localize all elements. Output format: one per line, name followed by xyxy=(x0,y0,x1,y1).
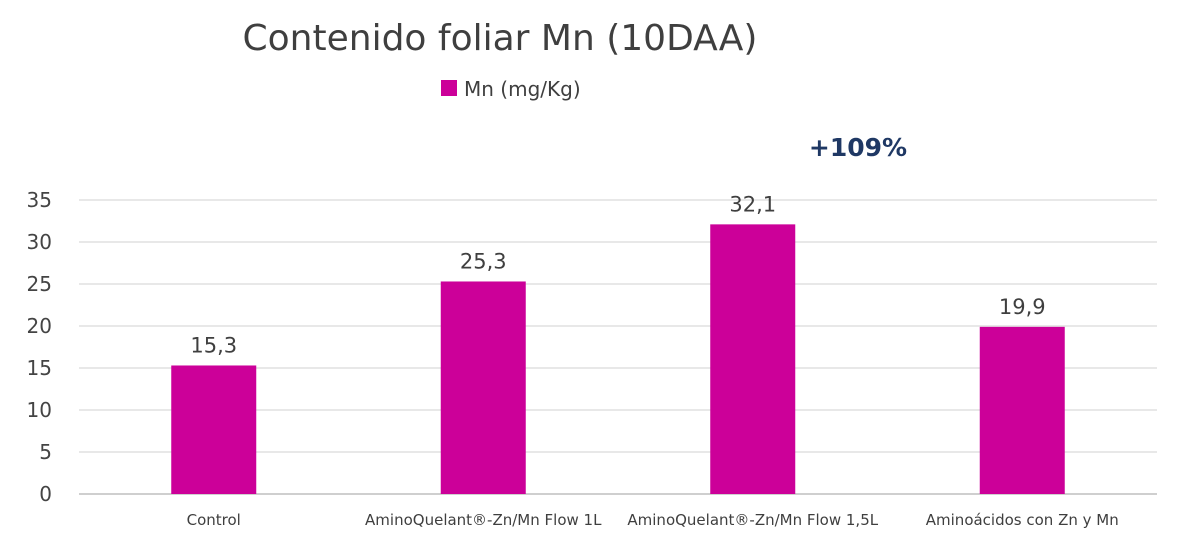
x-tick-label: Control xyxy=(187,511,241,529)
y-tick-label: 30 xyxy=(27,230,52,254)
x-axis-ticks: Control AminoQuelant®-Zn/Mn Flow 1L AminoQ… xyxy=(187,511,1119,529)
data-label: 25,3 xyxy=(460,249,507,273)
data-label: 15,3 xyxy=(190,333,237,357)
bar xyxy=(710,224,796,495)
y-tick-label: 35 xyxy=(27,188,52,212)
y-tick-label: 20 xyxy=(27,314,52,338)
y-tick-label: 15 xyxy=(27,356,52,380)
bar xyxy=(440,281,526,494)
y-tick-label: 5 xyxy=(39,440,52,464)
data-label: 32,1 xyxy=(729,192,776,216)
y-tick-label: 25 xyxy=(27,272,52,296)
increase-annotation: +109% xyxy=(809,133,907,162)
data-label: 19,9 xyxy=(999,295,1046,319)
legend-swatch xyxy=(441,80,457,96)
y-axis-ticks: 0 5 10 15 20 25 30 35 xyxy=(27,188,52,506)
bars: 15,3 25,3 32,1 19,9 xyxy=(171,192,1065,495)
y-tick-label: 0 xyxy=(39,482,52,506)
legend-label: Mn (mg/Kg) xyxy=(464,77,581,101)
bar xyxy=(979,326,1065,494)
bar xyxy=(171,365,257,494)
x-tick-label: AminoQuelant®-Zn/Mn Flow 1,5L xyxy=(627,511,878,529)
gridlines xyxy=(79,199,1157,495)
chart-title: Contenido foliar Mn (10DAA) xyxy=(243,18,758,59)
x-tick-label: AminoQuelant®-Zn/Mn Flow 1L xyxy=(365,511,602,529)
x-tick-label: Aminoácidos con Zn y Mn xyxy=(926,511,1119,529)
y-tick-label: 10 xyxy=(27,398,52,422)
